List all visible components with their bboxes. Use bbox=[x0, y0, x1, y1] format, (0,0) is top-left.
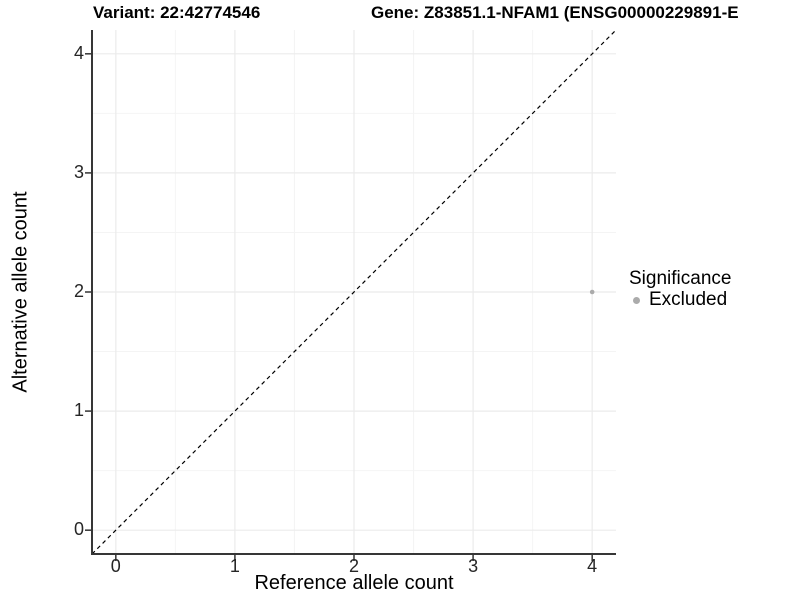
x-axis-title: Reference allele count bbox=[254, 572, 454, 594]
x-tick-label: 1 bbox=[229, 556, 240, 576]
y-axis-title: Alternative allele count bbox=[9, 191, 32, 393]
y-tick-label: 1 bbox=[73, 400, 84, 421]
x-tick-label: 0 bbox=[110, 556, 121, 576]
y-tick-label: 3 bbox=[73, 162, 84, 183]
y-tick-label: 0 bbox=[73, 519, 84, 540]
legend-entries: Excluded bbox=[629, 290, 731, 310]
data-point bbox=[589, 289, 595, 295]
y-tick-label: 2 bbox=[73, 281, 84, 302]
x-tick-label: 4 bbox=[587, 556, 598, 576]
y-tick-label: 4 bbox=[73, 42, 84, 63]
legend-key-dot bbox=[633, 296, 640, 304]
legend-entry: Excluded bbox=[629, 290, 731, 310]
legend-title: Significance bbox=[629, 268, 732, 289]
identity-reference-line bbox=[91, 29, 617, 555]
legend-entry-label: Excluded bbox=[649, 289, 728, 310]
plot-title-variant: Variant: 22:42774546 bbox=[93, 3, 261, 22]
legend: Significance Excluded bbox=[629, 269, 731, 310]
x-tick-label: 2 bbox=[348, 556, 360, 576]
x-tick-label: 3 bbox=[468, 556, 479, 576]
plot-title-gene: Gene: Z83851.1-NFAM1 (ENSG00000229891-E bbox=[371, 3, 739, 22]
